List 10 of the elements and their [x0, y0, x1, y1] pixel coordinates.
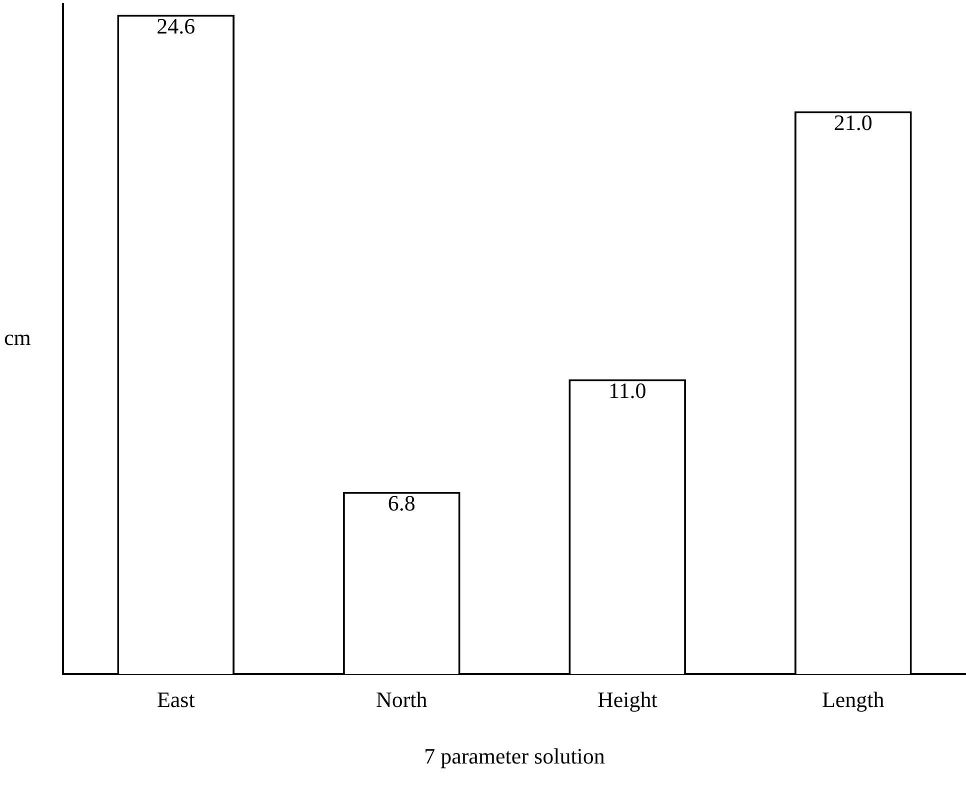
x-tick-label: Height [597, 687, 658, 712]
x-tick-label: North [376, 687, 428, 712]
x-tick-label: Length [822, 687, 884, 712]
data-label: 21.0 [834, 110, 872, 136]
y-axis-title: cm [4, 324, 31, 350]
data-label: 11.0 [608, 378, 646, 404]
data-label: 6.8 [388, 490, 416, 516]
x-axis-title: 7 parameter solution [424, 744, 605, 769]
x-tick-label: East [156, 687, 195, 712]
data-label: 24.6 [156, 14, 196, 39]
